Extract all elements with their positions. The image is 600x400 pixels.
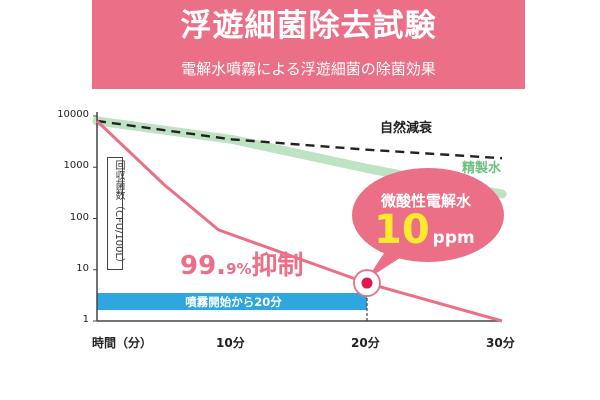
y-tick-label: 10 xyxy=(76,262,89,274)
y-tick-label: 10000 xyxy=(57,109,89,120)
suppression-tail: 抑制 xyxy=(251,251,304,281)
callout-concentration: 10 ppm xyxy=(374,207,475,261)
y-axis-label: 回収菌数（CFU/100L） xyxy=(113,160,124,269)
callout-unit: ppm xyxy=(432,228,475,248)
callout-title: 微酸性電解水 xyxy=(380,192,471,210)
y-axis-label-box: 回収菌数（CFU/100L） xyxy=(107,157,124,270)
y-tick-label: 1000 xyxy=(63,160,89,172)
suppression-annotation: 99.9%抑制 xyxy=(180,250,304,285)
y-tick-label: 100 xyxy=(69,211,89,223)
series-electrolyzed-water xyxy=(95,119,503,323)
x-tick-label: 10分 xyxy=(216,336,245,350)
y-tick-label: 1 xyxy=(82,314,89,325)
callout-value: 10 xyxy=(374,207,430,253)
spray-period-bar xyxy=(97,293,367,310)
x-tick-label: 30分 xyxy=(486,336,515,350)
x-axis-label: 時間（分） xyxy=(92,336,153,350)
legend-natural-decay: 自然減衰 xyxy=(380,121,433,136)
series-natural-decay xyxy=(96,119,503,160)
highlight-dot xyxy=(361,277,373,289)
legend-purified-water: 精製水 xyxy=(462,161,502,176)
chart-subtitle: 電解水噴霧による浮遊細菌の除菌効果 xyxy=(181,60,436,78)
spray-period-label: 噴霧開始から20分 xyxy=(185,295,282,309)
title-banner: 浮遊細菌除去試験 電解水噴霧による浮遊細菌の除菌効果 xyxy=(92,0,525,89)
suppression-small: 9% xyxy=(226,260,252,278)
x-tick-label: 20分 xyxy=(351,336,380,350)
chart-title: 浮遊細菌除去試験 xyxy=(180,8,437,44)
suppression-main: 99. xyxy=(180,251,227,281)
callout-bubble xyxy=(352,168,504,262)
